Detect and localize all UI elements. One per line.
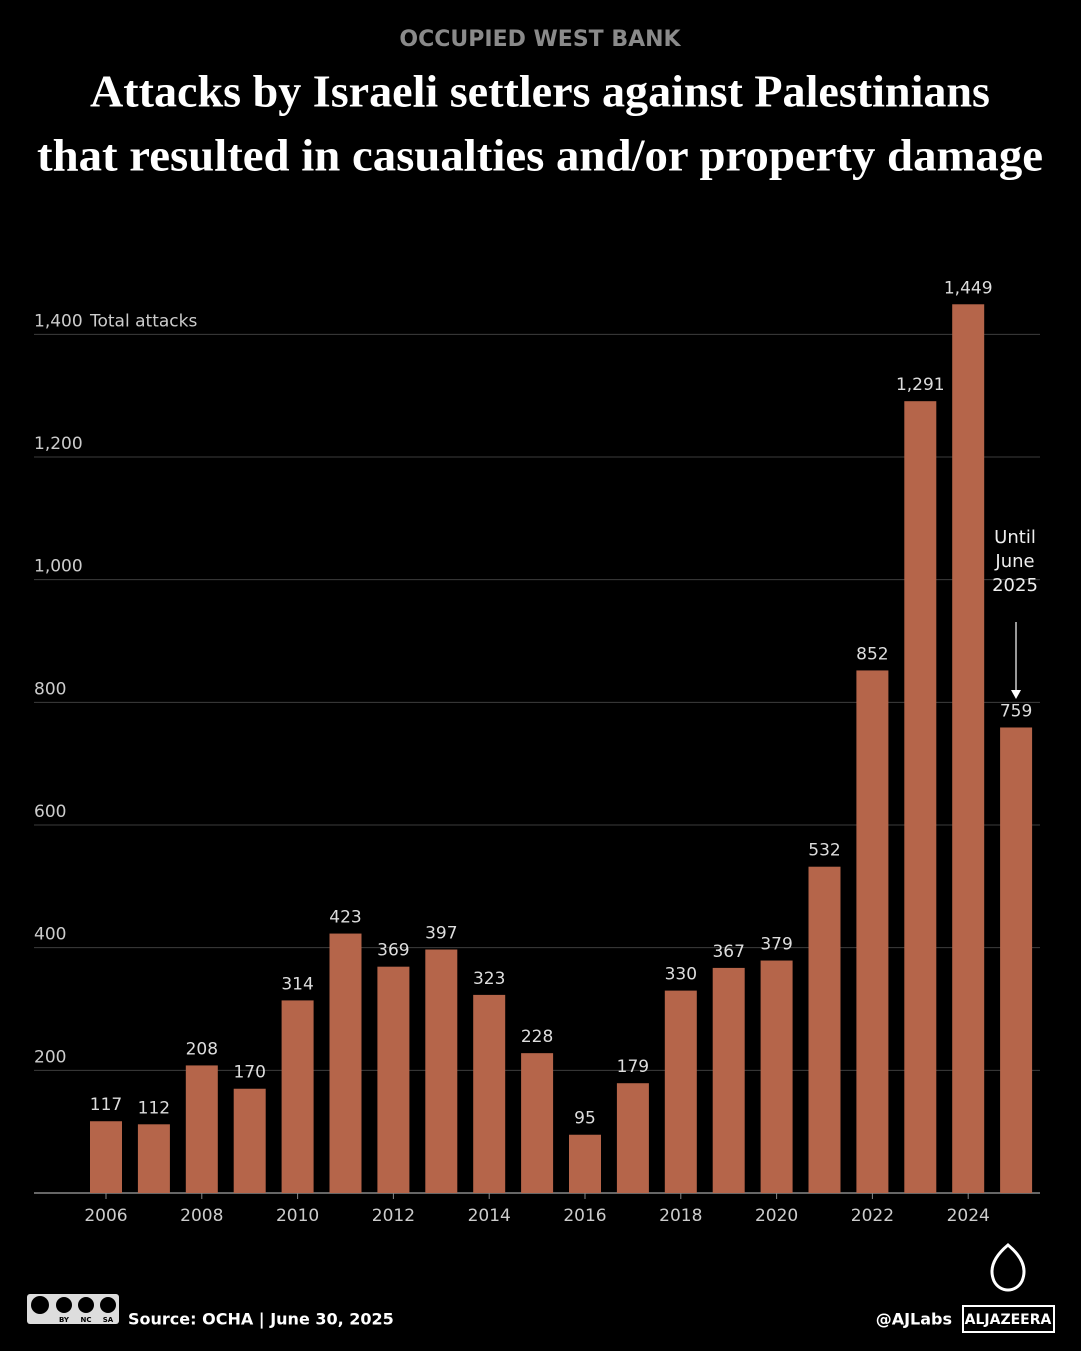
value-label: 397 — [425, 924, 457, 944]
y-axis-label: Total attacks — [89, 311, 197, 331]
bar — [281, 1000, 314, 1193]
license-term: SA — [103, 1316, 114, 1324]
source: Source: OCHA | June 30, 2025 — [128, 1310, 394, 1330]
bar — [664, 990, 697, 1193]
x-tick-label: 2006 — [84, 1206, 127, 1226]
value-label: 208 — [186, 1039, 218, 1059]
value-label: 759 — [1000, 701, 1032, 721]
x-tick-label: 2008 — [180, 1206, 223, 1226]
logo-mark — [990, 1243, 1026, 1292]
bar — [808, 866, 841, 1193]
value-label: 330 — [665, 965, 697, 985]
license-term: BY — [59, 1316, 70, 1324]
bar — [425, 949, 458, 1193]
value-label: 112 — [138, 1098, 170, 1118]
y-tick-label: 400 — [34, 925, 66, 945]
bar — [90, 1121, 122, 1193]
bar — [952, 304, 985, 1193]
value-label: 314 — [281, 974, 313, 994]
y-tick-label: 1,200 — [34, 434, 83, 454]
value-label: 323 — [473, 969, 505, 989]
value-label: 367 — [712, 942, 744, 962]
value-label: 179 — [617, 1057, 649, 1077]
bar — [521, 1053, 554, 1193]
value-label: 117 — [90, 1095, 122, 1115]
x-tick-label: 2016 — [563, 1206, 606, 1226]
x-tick-label: 2020 — [755, 1206, 798, 1226]
license-term: NC — [81, 1316, 92, 1324]
bar — [329, 933, 362, 1193]
y-tick-label: 200 — [34, 1047, 66, 1067]
y-tick-label: 1,400 — [34, 311, 83, 331]
y-tick-label: 600 — [34, 802, 66, 822]
y-tick-label: 1,000 — [34, 557, 83, 577]
value-label: 423 — [329, 908, 361, 928]
bar — [712, 967, 745, 1193]
x-tick-label: 2014 — [468, 1206, 511, 1226]
value-label: 1,449 — [944, 278, 993, 298]
annotation-arrowhead — [1011, 690, 1021, 699]
x-tick-label: 2018 — [659, 1206, 702, 1226]
bar — [1000, 727, 1033, 1193]
chart-title: Attacks by Israeli settlers against Pale… — [90, 66, 990, 117]
logo: ALJAZEERA — [965, 1312, 1052, 1328]
logo-box — [962, 1305, 1055, 1333]
bar — [904, 401, 937, 1194]
x-tick-label: 2010 — [276, 1206, 319, 1226]
value-label: 379 — [760, 935, 792, 955]
bar — [616, 1083, 649, 1193]
value-label: 532 — [808, 841, 840, 861]
chart-title: that resulted in casualties and/or prope… — [37, 130, 1043, 181]
x-tick-label: 2022 — [851, 1206, 894, 1226]
value-label: 228 — [521, 1027, 553, 1047]
bar — [760, 960, 793, 1193]
cc-badge: BY NC SA — [27, 1294, 119, 1324]
handle: @AJLabs — [876, 1310, 952, 1329]
bar — [233, 1088, 266, 1193]
y-tick-label: 800 — [34, 679, 66, 699]
value-label: 95 — [574, 1109, 596, 1129]
bar — [569, 1134, 601, 1193]
bar — [137, 1124, 170, 1193]
subtitle: OCCUPIED WEST BANK — [399, 27, 681, 52]
value-label: 369 — [377, 941, 409, 961]
bar — [377, 966, 410, 1193]
value-label: 1,291 — [896, 375, 945, 395]
bar — [856, 670, 889, 1193]
value-label: 170 — [233, 1063, 265, 1083]
annotation: Until June 2025 — [992, 527, 1038, 596]
x-tick-label: 2012 — [372, 1206, 415, 1226]
bar — [473, 994, 506, 1193]
value-label: 852 — [856, 644, 888, 664]
bar — [185, 1065, 218, 1193]
x-tick-label: 2024 — [947, 1206, 990, 1226]
